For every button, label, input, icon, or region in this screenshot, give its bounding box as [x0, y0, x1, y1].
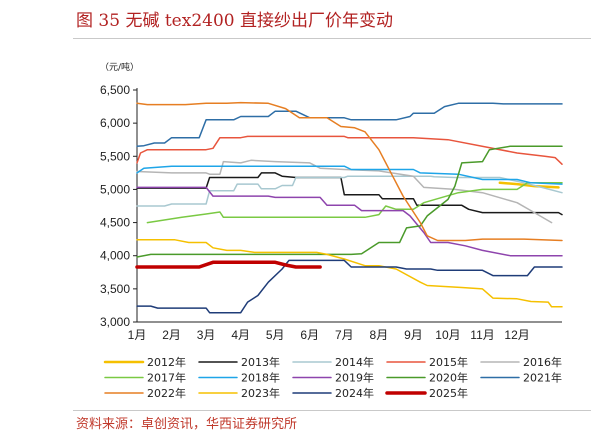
y-tick-label: 3,000 — [100, 315, 130, 329]
series-line-2015年 — [136, 135, 563, 165]
x-tick-label: 11月 — [470, 328, 494, 342]
x-tick-label: 1月 — [128, 328, 147, 342]
x-tick-label: 4月 — [231, 328, 250, 342]
y-axis-unit-label: （元/吨） — [100, 61, 139, 73]
series-line-2019年 — [136, 186, 563, 257]
legend-label: 2024年 — [335, 386, 374, 400]
x-tick-label: 2月 — [162, 328, 181, 342]
x-tick-label: 3月 — [197, 328, 216, 342]
legend-label: 2019年 — [335, 371, 374, 385]
source-note: 资料来源：卓创资讯，华西证券研究所 — [76, 417, 298, 432]
legend-label: 2021年 — [523, 371, 562, 385]
series-line-2018年 — [136, 165, 563, 185]
x-tick-label: 9月 — [404, 328, 423, 342]
series-line-2017年 — [146, 182, 563, 224]
series-line-2012年 — [498, 181, 560, 189]
y-tick-label: 5,000 — [100, 182, 130, 196]
y-tick-label: 5,500 — [100, 149, 130, 163]
legend-label: 2017年 — [147, 371, 186, 385]
series-line-2025年 — [135, 260, 322, 269]
source-divider — [73, 410, 591, 411]
legend-label: 2018年 — [241, 371, 280, 385]
y-tick-label: 4,000 — [100, 249, 130, 263]
y-tick-label: 4,500 — [100, 216, 130, 230]
legend-label: 2025年 — [429, 386, 468, 400]
series-line-2021年 — [136, 102, 563, 148]
series-line-2023年 — [136, 239, 563, 308]
series-line-2014年 — [136, 175, 563, 207]
legend-label: 2022年 — [147, 386, 186, 400]
y-tick-label: 6,500 — [100, 83, 130, 97]
legend-label: 2015年 — [429, 355, 468, 369]
legend-label: 2014年 — [335, 355, 374, 369]
y-tick-label: 3,500 — [100, 282, 130, 296]
legend-label: 2012年 — [147, 355, 186, 369]
legend-label: 2016年 — [523, 355, 562, 369]
series-line-2022年 — [136, 101, 563, 242]
legend-label: 2023年 — [241, 386, 280, 400]
y-tick-label: 6,000 — [100, 116, 130, 130]
x-tick-label: 6月 — [300, 328, 319, 342]
figure-title: 图 35 无碱 tex2400 直接纱出厂价年变动 — [76, 11, 393, 31]
legend-label: 2020年 — [429, 371, 468, 385]
x-tick-label: 8月 — [370, 328, 389, 342]
x-tick-label: 7月 — [335, 328, 354, 342]
title-divider — [73, 38, 591, 39]
series-line-2024年 — [136, 259, 563, 314]
x-tick-label: 12月 — [504, 328, 529, 342]
x-tick-label: 5月 — [266, 328, 285, 342]
series-line-2013年 — [136, 172, 563, 216]
x-tick-label: 10月 — [435, 328, 460, 342]
legend-label: 2013年 — [241, 355, 280, 369]
series-line-2020年 — [136, 145, 563, 258]
